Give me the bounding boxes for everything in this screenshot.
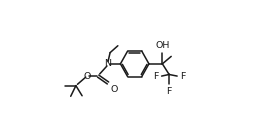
Text: OH: OH: [155, 41, 170, 50]
Text: F: F: [167, 87, 172, 96]
Text: F: F: [180, 72, 185, 81]
Text: F: F: [153, 72, 159, 81]
Text: N: N: [104, 59, 112, 68]
Text: O: O: [110, 85, 117, 94]
Text: O: O: [84, 72, 91, 81]
